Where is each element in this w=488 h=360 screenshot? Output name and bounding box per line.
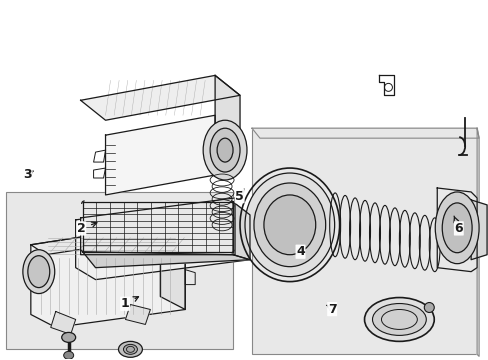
Ellipse shape [434,192,478,264]
Text: 6: 6 [453,216,462,235]
Polygon shape [251,128,476,354]
Ellipse shape [441,203,471,253]
Ellipse shape [63,351,74,359]
Polygon shape [215,75,240,175]
Ellipse shape [118,341,142,357]
Polygon shape [125,305,150,324]
Text: 7: 7 [326,303,336,316]
Polygon shape [160,225,185,310]
Ellipse shape [61,332,76,342]
Text: 3: 3 [23,168,33,181]
Polygon shape [470,200,486,260]
Ellipse shape [210,128,240,172]
Ellipse shape [123,345,137,354]
Text: 1: 1 [121,297,138,310]
Polygon shape [81,75,240,120]
Polygon shape [436,188,476,272]
Polygon shape [105,115,215,195]
Polygon shape [51,311,76,334]
Ellipse shape [23,250,55,293]
Polygon shape [82,252,249,268]
Ellipse shape [424,302,433,312]
Ellipse shape [372,303,426,336]
Ellipse shape [203,120,246,180]
Polygon shape [81,198,235,255]
Ellipse shape [364,298,433,341]
Ellipse shape [253,183,325,267]
Bar [6,192,233,349]
Polygon shape [476,128,478,356]
Polygon shape [76,200,249,280]
Text: 2: 2 [77,222,97,235]
Polygon shape [31,225,175,255]
Ellipse shape [264,195,315,255]
Text: 4: 4 [296,245,305,258]
Text: 5: 5 [235,189,244,203]
Polygon shape [233,202,249,260]
Ellipse shape [28,256,50,288]
Polygon shape [251,128,478,138]
Ellipse shape [217,138,233,162]
Ellipse shape [244,173,334,276]
Polygon shape [31,225,185,328]
